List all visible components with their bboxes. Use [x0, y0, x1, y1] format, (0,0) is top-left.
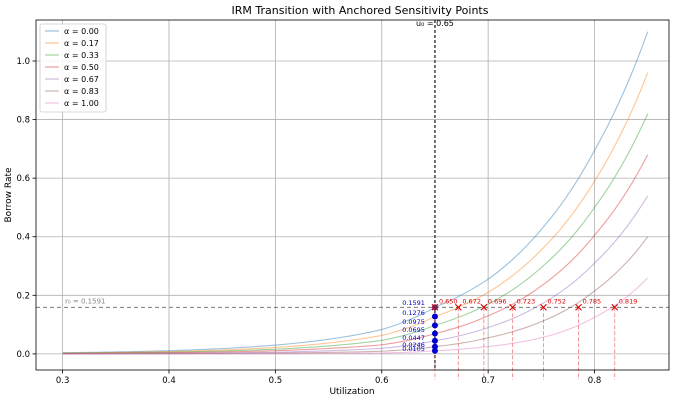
anchor-point: [431, 347, 438, 354]
plot-frame: [35, 19, 670, 371]
anchor-point-label: 0.0105: [402, 345, 425, 353]
series-line: [62, 277, 649, 355]
anchor-point: [431, 343, 438, 350]
legend-label: α = 0.67: [64, 75, 99, 84]
crossing-label: 0.752: [547, 297, 566, 305]
legend: α = 0.00 α = 0.17 α = 0.33 α = 0.50 α = 0.67…: [39, 23, 107, 113]
y-tick-label: 1.0: [16, 57, 30, 67]
series-line: [62, 154, 649, 355]
series-line: [62, 72, 649, 354]
anchor-point: [431, 337, 438, 344]
x-tick-label: 0.6: [375, 376, 389, 386]
y-tick-label: 0.4: [16, 233, 30, 243]
legend-label: α = 0.00: [64, 27, 99, 36]
anchor-point-label: 0.0975: [402, 318, 425, 326]
y-tick-label: 0.6: [16, 174, 30, 184]
x-tick-label: 0.4: [162, 376, 176, 386]
anchor-point-label: 0.0246: [402, 341, 425, 349]
anchor-point-label: 0.1591: [402, 299, 425, 307]
x-tick-label: 0.3: [56, 376, 70, 386]
crossing-label: 0.785: [583, 297, 602, 305]
plot-area: [35, 19, 670, 380]
x-axis-label: Utilization: [329, 387, 374, 397]
rate-reference-label: r₀ = 0.1591: [65, 297, 106, 305]
y-tick-label: 0.2: [16, 291, 30, 301]
anchor-point-label: 0.0447: [402, 334, 425, 342]
crossing-label: 0.819: [619, 297, 638, 305]
crossing-marker: [611, 303, 619, 311]
x-tick-label: 0.7: [481, 376, 495, 386]
legend-label: α = 1.00: [64, 99, 99, 108]
anchor-point: [431, 313, 438, 320]
crossing-marker: [509, 303, 517, 311]
anchor-point: [431, 304, 438, 311]
crossing-marker: [480, 303, 488, 311]
x-tick-label: 0.5: [269, 376, 283, 386]
anchor-point-label: 0.0695: [402, 326, 425, 334]
anchor-point: [431, 330, 438, 337]
crossing-label: 0.650: [439, 297, 458, 305]
legend-label: α = 0.33: [64, 51, 99, 60]
anchor-point-label: 0.1276: [402, 309, 425, 317]
anchor-utilization-label: u₀ = 0.65: [416, 19, 454, 28]
legend-box: [39, 23, 107, 113]
series-line: [62, 31, 649, 354]
series-line: [62, 195, 649, 355]
y-tick-label: 0.8: [16, 116, 30, 126]
crossing-label: 0.672: [462, 297, 481, 305]
y-axis-label: Borrow Rate: [4, 167, 14, 223]
series-line: [62, 113, 649, 354]
crossing-label: 0.696: [488, 297, 507, 305]
chart-title: IRM Transition with Anchored Sensitivity…: [232, 4, 489, 17]
crossing-marker: [575, 303, 582, 311]
x-tick-label: 0.8: [588, 376, 602, 386]
legend-label: α = 0.83: [64, 87, 99, 96]
legend-label: α = 0.17: [64, 39, 99, 48]
series-line: [62, 236, 649, 355]
legend-label: α = 0.50: [64, 63, 99, 72]
crossing-marker: [540, 303, 547, 311]
crossing-label: 0.723: [517, 297, 536, 305]
anchor-point: [431, 322, 438, 329]
crossing-marker: [454, 303, 462, 311]
y-tick-label: 0.0: [16, 350, 30, 360]
